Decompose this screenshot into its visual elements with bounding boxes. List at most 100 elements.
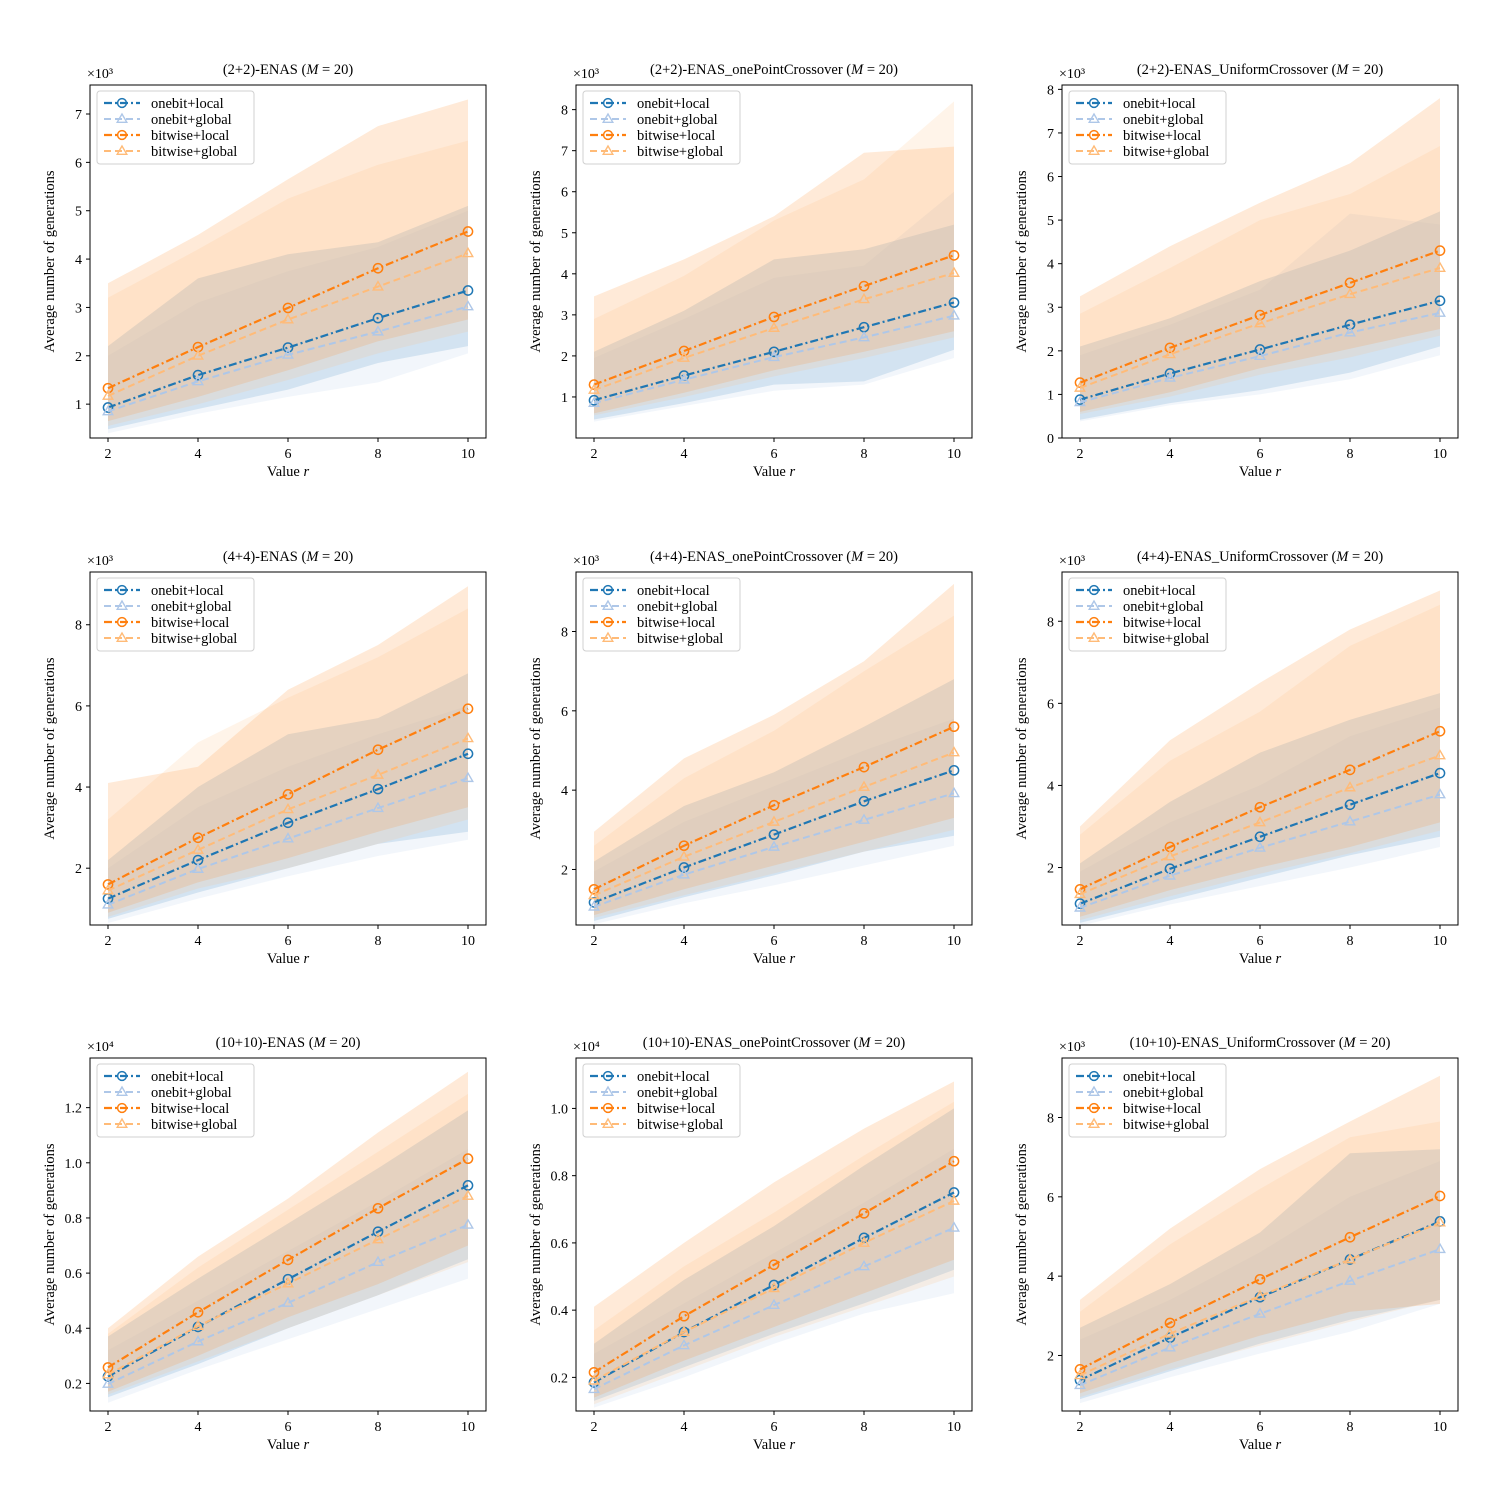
point-bitwise_global bbox=[948, 1194, 960, 1205]
bands bbox=[108, 586, 468, 923]
point-bitwise_local bbox=[1344, 1231, 1356, 1243]
legend-label: onebit+global bbox=[637, 1085, 718, 1101]
point-onebit_global bbox=[768, 840, 780, 851]
point-bitwise_global bbox=[192, 349, 204, 360]
legend: onebit+localonebit+globalbitwise+localbi… bbox=[96, 577, 255, 652]
point-onebit_global bbox=[948, 309, 960, 320]
point-bitwise_local bbox=[678, 345, 690, 357]
point-bitwise_global bbox=[1254, 316, 1266, 328]
point-bitwise_local bbox=[192, 832, 204, 844]
x-tick-label: 6 bbox=[771, 934, 778, 949]
subplot-8: 2 4 6 8 10 0.2 0.4 0.6 0.8 1.0 ×10⁴ (10+10)-ENAS_on… bbox=[528, 1035, 973, 1453]
point-bitwise_global bbox=[282, 1277, 294, 1288]
x-axis-label: Value r bbox=[753, 1437, 796, 1453]
x-axis-label: Value r bbox=[1239, 951, 1282, 967]
x-tick-label: 6 bbox=[285, 447, 292, 462]
y-tick-label: 2 bbox=[1047, 862, 1054, 877]
legend-item-bitwise_global: bitwise+global bbox=[1076, 1117, 1209, 1133]
legend-item-onebit_local: onebit+local bbox=[104, 583, 224, 599]
legend-item-bitwise_global: bitwise+global bbox=[1076, 144, 1209, 160]
line-onebit_local bbox=[1079, 772, 1441, 905]
point-onebit_global bbox=[858, 331, 870, 342]
legend-label: bitwise+local bbox=[151, 615, 229, 631]
legend-item-bitwise_global: bitwise+global bbox=[104, 144, 237, 160]
x-tick-label: 8 bbox=[861, 934, 868, 949]
point-bitwise_global bbox=[1164, 347, 1176, 359]
point-onebit_global bbox=[1344, 326, 1356, 337]
legend: onebit+localonebit+globalbitwise+localbi… bbox=[582, 577, 741, 652]
band-bitwise_local bbox=[108, 99, 468, 422]
line-bitwise_global bbox=[593, 751, 955, 897]
line-onebit_local bbox=[593, 769, 955, 904]
subplot-9: 2 4 6 8 10 2 4 6 8 ×10³ (10+10)-ENAS_UniformCrosso… bbox=[1014, 1035, 1459, 1453]
legend-item-onebit_global: onebit+global bbox=[590, 1085, 718, 1101]
x-tick-label: 6 bbox=[1257, 1420, 1264, 1435]
subplot-title: (10+10)-ENAS_onePointCrossover (M = 20) bbox=[643, 1035, 906, 1051]
y-tick-label: 3 bbox=[561, 309, 568, 324]
x-axis-label: Value r bbox=[267, 1437, 310, 1453]
line-onebit_global bbox=[1079, 793, 1441, 909]
legend-label: onebit+global bbox=[637, 599, 718, 615]
band-bitwise_local bbox=[1080, 1075, 1440, 1394]
legend-label: onebit+local bbox=[1123, 1069, 1196, 1085]
x-tick-label: 4 bbox=[681, 1420, 688, 1435]
band-onebit_global bbox=[594, 191, 954, 422]
legend-item-onebit_local: onebit+local bbox=[104, 96, 224, 112]
point-bitwise_global bbox=[102, 884, 114, 895]
line-bitwise_local bbox=[593, 254, 955, 386]
y-tick-label: 1.2 bbox=[65, 1102, 83, 1117]
y-tick-label: 0.6 bbox=[551, 1237, 569, 1252]
legend-item-onebit_global: onebit+global bbox=[590, 599, 718, 615]
point-onebit_global bbox=[588, 1382, 600, 1394]
point-onebit_global bbox=[102, 1377, 114, 1388]
legend: onebit+localonebit+globalbitwise+localbi… bbox=[1068, 1063, 1227, 1138]
legend-label: onebit+local bbox=[637, 583, 710, 599]
band-onebit_local bbox=[108, 673, 468, 919]
y-tick-label: 5 bbox=[75, 205, 82, 220]
point-onebit_global bbox=[192, 1335, 204, 1346]
x-tick-label: 4 bbox=[1167, 934, 1174, 949]
y-tick-label: 4 bbox=[75, 781, 82, 796]
point-bitwise_global bbox=[1074, 381, 1086, 392]
point-onebit_global bbox=[678, 373, 690, 384]
x-tick-label: 4 bbox=[681, 934, 688, 949]
x-tick-label: 8 bbox=[1347, 1420, 1354, 1435]
point-bitwise_local bbox=[372, 744, 384, 756]
point-bitwise_local bbox=[1254, 1273, 1266, 1285]
point-bitwise_global bbox=[1254, 1289, 1266, 1300]
x-tick-label: 10 bbox=[947, 447, 961, 462]
y-axis-label: Average number of generations bbox=[1014, 657, 1030, 839]
legend-label: onebit+local bbox=[637, 1069, 710, 1085]
legend-item-onebit_local: onebit+local bbox=[104, 1069, 224, 1085]
y-axis-label: Average number of generations bbox=[1014, 1143, 1030, 1325]
line-bitwise_global bbox=[1079, 1221, 1441, 1377]
y-tick-label: 5 bbox=[561, 227, 568, 242]
legend-item-onebit_global: onebit+global bbox=[1076, 112, 1204, 128]
line-bitwise_global bbox=[593, 1199, 955, 1382]
legend-label: onebit+global bbox=[1123, 1085, 1204, 1101]
x-axis-label: Value r bbox=[267, 951, 310, 967]
point-bitwise_global bbox=[858, 780, 870, 791]
point-bitwise_local bbox=[1074, 1364, 1086, 1375]
legend: onebit+localonebit+globalbitwise+localbi… bbox=[1068, 577, 1227, 652]
point-onebit_local bbox=[1164, 863, 1176, 875]
point-bitwise_local bbox=[282, 1254, 294, 1266]
legend-item-onebit_local: onebit+local bbox=[590, 583, 710, 599]
point-bitwise_local bbox=[282, 302, 294, 314]
point-bitwise_local bbox=[102, 382, 114, 394]
point-onebit_global bbox=[1254, 841, 1266, 852]
y-tick-label: 0.2 bbox=[65, 1377, 83, 1392]
point-onebit_global bbox=[1254, 1307, 1266, 1318]
y-exponent-label: ×10³ bbox=[573, 67, 599, 82]
point-onebit_local bbox=[588, 394, 600, 406]
point-bitwise_global bbox=[1344, 781, 1356, 792]
point-bitwise_local bbox=[678, 840, 690, 852]
point-bitwise_global bbox=[588, 888, 600, 900]
point-bitwise_global bbox=[462, 1189, 474, 1200]
legend-item-bitwise_local: bitwise+local bbox=[104, 1101, 229, 1117]
x-tick-label: 2 bbox=[105, 934, 112, 949]
subplot-title: (10+10)-ENAS (M = 20) bbox=[216, 1035, 361, 1051]
x-tick-label: 4 bbox=[195, 447, 202, 462]
line-onebit_global bbox=[1079, 1248, 1441, 1387]
